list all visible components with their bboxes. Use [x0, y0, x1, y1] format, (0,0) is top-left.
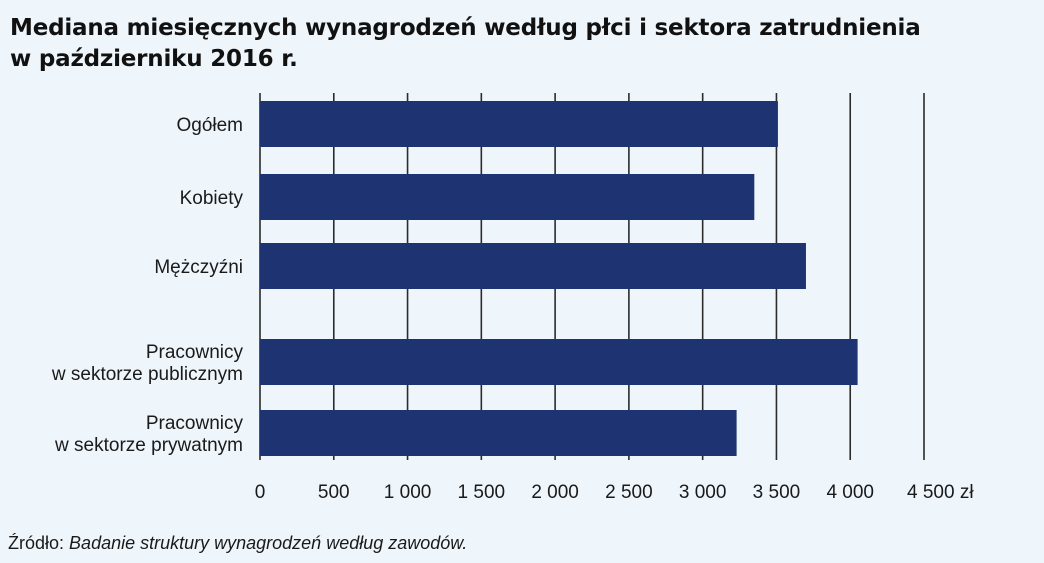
- x-tick-label: 4 000: [826, 482, 874, 503]
- category-label: w sektorze prywatnym: [54, 435, 243, 456]
- category-label: w sektorze publicznym: [51, 364, 243, 385]
- x-tick-label: 2 000: [531, 482, 579, 503]
- x-tick-label: 4 500 zł: [907, 482, 974, 503]
- x-tick-label: 0: [255, 482, 266, 503]
- source-text: Badanie struktury wynagrodzeń według zaw…: [69, 533, 468, 553]
- category-label: Ogółem: [176, 115, 243, 136]
- x-tick-label: 1 500: [458, 482, 506, 503]
- x-axis-tick-labels: 0 500 1 000 1 500 2 000 2 500 3 000 3 500 4 000 4…: [255, 482, 975, 503]
- category-label: Kobiety: [180, 188, 244, 209]
- chart-title-line-2: w październiku 2016 r.: [10, 46, 298, 72]
- bar: [260, 101, 778, 147]
- chart-title-line-1: Mediana miesięcznych wynagrodzeń według …: [10, 15, 921, 41]
- bar: [260, 243, 806, 289]
- chart-title: Mediana miesięcznych wynagrodzeń według …: [10, 13, 1010, 75]
- source-note: Źródło: Badanie struktury wynagrodzeń we…: [8, 533, 467, 554]
- category-label: Pracownicy: [146, 413, 244, 434]
- x-tick-label: 2 500: [605, 482, 653, 503]
- x-tick-label: 3 000: [679, 482, 727, 503]
- x-tick-label: 1 000: [384, 482, 432, 503]
- x-tick-label: 500: [318, 482, 350, 503]
- bar: [260, 410, 737, 456]
- x-tick-label: 3 500: [753, 482, 801, 503]
- bars: [260, 101, 858, 456]
- source-prefix: Źródło:: [8, 533, 65, 553]
- category-label: Mężczyźni: [154, 257, 243, 278]
- bar: [260, 174, 755, 220]
- bar: [260, 339, 858, 385]
- category-label: Pracownicy: [146, 342, 244, 363]
